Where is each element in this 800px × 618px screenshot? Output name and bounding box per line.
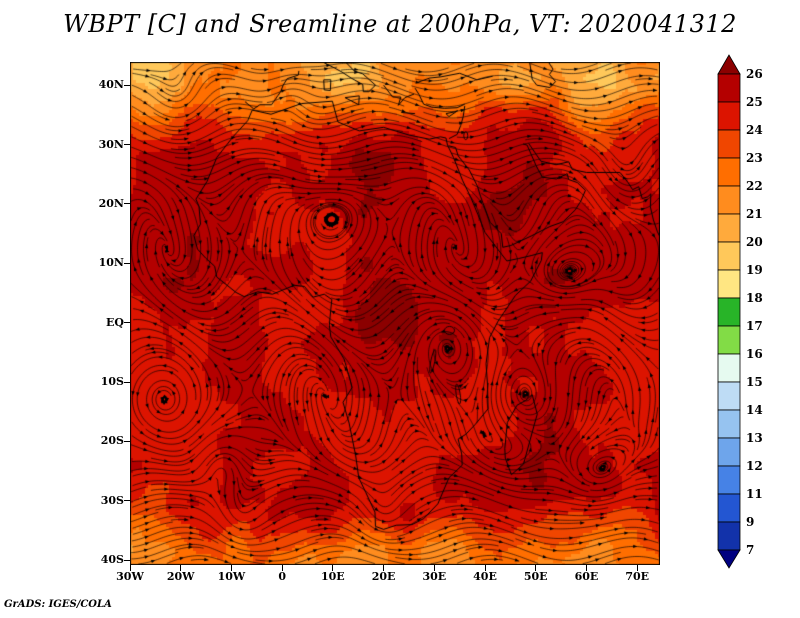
colorbar-segment xyxy=(717,437,741,467)
colorbar-label: 19 xyxy=(746,263,763,277)
x-tick-label: 30W xyxy=(116,570,144,583)
x-tick-label: 0 xyxy=(278,570,286,583)
x-tick-mark xyxy=(383,565,385,571)
y-tick-mark xyxy=(124,203,130,205)
colorbar-label: 21 xyxy=(746,207,763,221)
colorbar-label: 16 xyxy=(746,347,763,361)
y-tick-mark xyxy=(124,84,130,86)
colorbar-label: 17 xyxy=(746,319,763,333)
y-tick-label: 10N xyxy=(98,256,124,270)
x-tick-label: 20W xyxy=(166,570,195,583)
credit-text: GrADS: IGES/COLA xyxy=(4,599,112,610)
x-tick-label: 10W xyxy=(217,570,246,583)
colorbar-segment xyxy=(717,129,741,159)
x-tick-mark xyxy=(281,565,283,571)
x-tick-mark xyxy=(433,565,435,571)
x-tick-mark xyxy=(585,565,587,571)
colorbar-label: 9 xyxy=(746,515,754,529)
colorbar-segment xyxy=(717,297,741,327)
colorbar-segment xyxy=(717,213,741,243)
x-tick-mark xyxy=(636,565,638,571)
y-tick-label: 10S xyxy=(100,375,124,389)
colorbar-label: 26 xyxy=(746,67,763,81)
y-tick-mark xyxy=(124,559,130,561)
colorbar-label: 18 xyxy=(746,291,763,305)
x-tick-mark xyxy=(332,565,334,571)
y-tick-label: EQ xyxy=(106,315,124,329)
x-tick-mark xyxy=(484,565,486,571)
colorbar-label: 13 xyxy=(746,431,763,445)
y-tick-label: 40N xyxy=(98,78,124,92)
y-tick-mark xyxy=(124,322,130,324)
chart-title: WBPT [C] and Sreamline at 200hPa, VT: 20… xyxy=(63,10,737,38)
y-tick-mark xyxy=(124,500,130,502)
x-tick-mark xyxy=(230,565,232,571)
colorbar-segment xyxy=(717,157,741,187)
colorbar-label: 25 xyxy=(746,95,763,109)
colorbar-arrow-top xyxy=(717,54,741,75)
x-tick-label: 50E xyxy=(523,570,548,583)
x-tick-label: 60E xyxy=(574,570,599,583)
streamline-temperature-map xyxy=(130,62,660,565)
colorbar-label: 14 xyxy=(746,403,763,417)
y-tick-label: 30N xyxy=(98,137,124,151)
colorbar-segment xyxy=(717,269,741,299)
colorbar-label: 15 xyxy=(746,375,763,389)
colorbar-label: 24 xyxy=(746,123,763,137)
x-tick-mark xyxy=(535,565,537,571)
x-tick-label: 40E xyxy=(473,570,497,583)
x-tick-mark xyxy=(129,565,131,571)
x-tick-mark xyxy=(180,565,182,571)
x-tick-label: 30E xyxy=(422,570,447,583)
colorbar-label: 7 xyxy=(746,543,754,557)
colorbar-segment xyxy=(717,353,741,383)
y-tick-mark xyxy=(124,440,130,442)
colorbar-segment xyxy=(717,101,741,131)
colorbar-segment xyxy=(717,465,741,495)
colorbar-segment xyxy=(717,381,741,411)
colorbar-label: 12 xyxy=(746,459,763,473)
y-tick-label: 20S xyxy=(100,434,124,448)
colorbar-segment xyxy=(717,409,741,439)
colorbar-label: 20 xyxy=(746,235,763,249)
map-plot-area: 40N 30N 20N 10N EQ 10S 20S 30S 40S 30W 20W 10W 0 10E 2… xyxy=(99,62,660,583)
x-tick-label: 70E xyxy=(625,570,650,583)
colorbar-label: 22 xyxy=(746,179,763,193)
colorbar-segment xyxy=(717,241,741,271)
colorbar-segment xyxy=(717,185,741,215)
x-tick-label: 20E xyxy=(371,570,396,583)
y-tick-mark xyxy=(124,381,130,383)
y-tick-mark xyxy=(124,144,130,146)
colorbar-label: 23 xyxy=(746,151,763,165)
colorbar-arrow-bottom xyxy=(717,549,741,569)
colorbar-label: 11 xyxy=(746,487,763,501)
y-tick-label: 30S xyxy=(100,493,124,507)
y-tick-label: 20N xyxy=(98,196,124,210)
x-tick-label: 10E xyxy=(321,570,345,583)
colorbar-segment xyxy=(717,325,741,355)
colorbar-segment xyxy=(717,73,741,103)
y-tick-label: 40S xyxy=(100,553,124,567)
colorbar-segment xyxy=(717,493,741,523)
y-tick-mark xyxy=(124,262,130,264)
colorbar-segment xyxy=(717,521,741,551)
colorbar: 26 25 24 23 22 21 20 19 18 17 16 15 14 13 12 11 9 7 xyxy=(717,54,763,569)
